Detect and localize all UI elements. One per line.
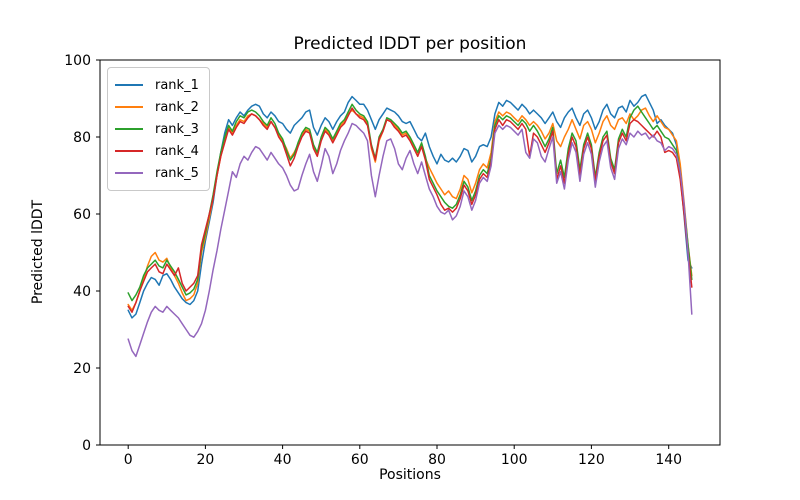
legend-item-rank-3: rank_3 — [115, 118, 199, 140]
legend-label-rank-4: rank_4 — [155, 143, 199, 159]
series-line-rank_4 — [127, 107, 693, 313]
legend-item-rank-4: rank_4 — [115, 140, 199, 162]
chart-title: Predicted lDDT per position — [293, 34, 527, 54]
x-tick-label: 140 — [655, 452, 682, 468]
legend-swatch-rank-2 — [115, 106, 143, 108]
legend-swatch-rank-1 — [115, 84, 143, 86]
x-tick-label: 60 — [351, 452, 369, 468]
plot-frame — [99, 59, 721, 446]
legend-swatch-rank-4 — [115, 150, 143, 152]
y-tick-label: 40 — [73, 284, 91, 300]
legend-label-rank-1: rank_1 — [155, 77, 199, 93]
y-tick-label: 80 — [73, 130, 91, 146]
legend-label-rank-2: rank_2 — [155, 99, 199, 115]
x-tick-label: 120 — [578, 452, 605, 468]
y-tick-label: 0 — [82, 438, 91, 454]
legend-item-rank-1: rank_1 — [115, 74, 199, 96]
y-tick-label: 20 — [73, 361, 91, 377]
y-axis-label: Predicted lDDT — [30, 199, 46, 305]
legend-label-rank-5: rank_5 — [155, 165, 199, 181]
legend-item-rank-5: rank_5 — [115, 162, 199, 184]
y-tick-label: 100 — [64, 53, 91, 69]
x-tick-label: 100 — [501, 452, 528, 468]
x-tick-label: 0 — [124, 452, 133, 468]
legend-swatch-rank-3 — [115, 128, 143, 130]
x-axis-label: Positions — [379, 467, 441, 483]
x-tick-label: 80 — [428, 452, 446, 468]
legend: rank_1 rank_2 rank_3 rank_4 rank_5 — [107, 67, 210, 191]
legend-label-rank-3: rank_3 — [155, 121, 199, 137]
legend-item-rank-2: rank_2 — [115, 96, 199, 118]
x-tick-label: 40 — [274, 452, 292, 468]
series-line-rank_5 — [127, 122, 693, 358]
y-tick-label: 60 — [73, 207, 91, 223]
legend-swatch-rank-5 — [115, 172, 143, 174]
series-line-rank_1 — [127, 93, 693, 319]
x-tick-label: 20 — [196, 452, 214, 468]
